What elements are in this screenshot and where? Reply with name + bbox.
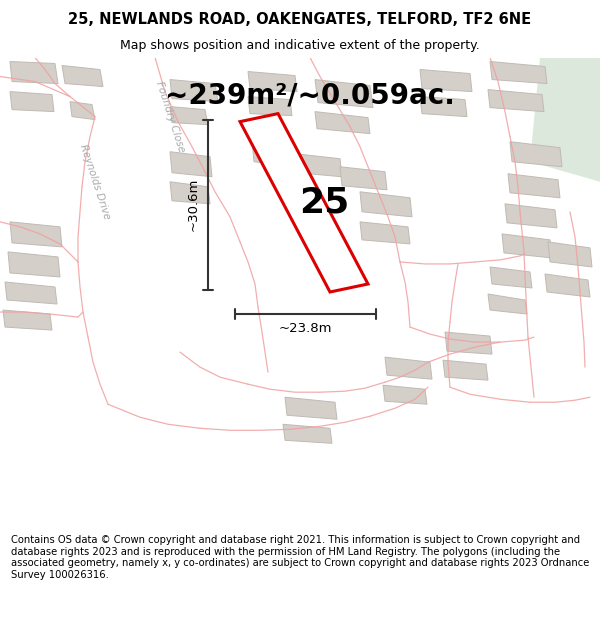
Polygon shape [505,204,557,228]
Polygon shape [502,234,552,258]
Polygon shape [248,97,292,116]
Polygon shape [420,69,472,92]
Polygon shape [62,66,103,86]
Polygon shape [8,252,60,277]
Polygon shape [170,182,210,204]
Text: ~23.8m: ~23.8m [279,322,332,335]
Text: ~30.6m: ~30.6m [187,178,200,231]
Polygon shape [383,385,427,404]
Polygon shape [490,267,532,288]
Polygon shape [508,174,560,198]
Text: ~239m²/~0.059ac.: ~239m²/~0.059ac. [165,81,455,109]
Polygon shape [443,360,488,380]
Polygon shape [248,71,297,92]
Polygon shape [240,114,368,292]
Polygon shape [10,222,62,247]
Polygon shape [530,58,600,182]
Polygon shape [315,112,370,134]
Polygon shape [510,142,562,167]
Polygon shape [170,107,208,124]
Polygon shape [488,89,544,112]
Text: 25: 25 [299,186,349,220]
Polygon shape [488,294,527,314]
Polygon shape [170,152,212,177]
Polygon shape [295,154,342,177]
Polygon shape [445,332,492,354]
Text: Reynolds Drive: Reynolds Drive [78,143,112,221]
Polygon shape [170,79,218,102]
Polygon shape [252,142,297,167]
Polygon shape [3,310,52,330]
Polygon shape [70,102,95,119]
Polygon shape [360,192,412,217]
Polygon shape [385,357,432,379]
Text: 25, NEWLANDS ROAD, OAKENGATES, TELFORD, TF2 6NE: 25, NEWLANDS ROAD, OAKENGATES, TELFORD, … [68,11,532,26]
Text: Foundry Close: Foundry Close [154,80,186,153]
Polygon shape [545,274,590,297]
Polygon shape [285,398,337,419]
Polygon shape [548,242,592,267]
Text: Contains OS data © Crown copyright and database right 2021. This information is : Contains OS data © Crown copyright and d… [11,535,589,580]
Polygon shape [10,61,58,84]
Polygon shape [10,92,54,112]
Polygon shape [360,222,410,244]
Polygon shape [420,97,467,117]
Polygon shape [283,424,332,443]
Polygon shape [490,61,547,84]
Polygon shape [5,282,57,304]
Polygon shape [340,167,387,190]
Text: Map shows position and indicative extent of the property.: Map shows position and indicative extent… [120,39,480,52]
Polygon shape [315,79,373,107]
